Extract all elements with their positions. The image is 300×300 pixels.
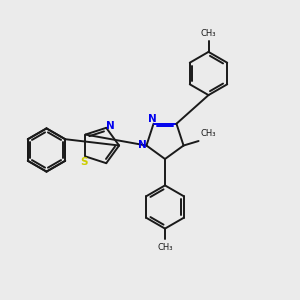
Text: CH₃: CH₃ <box>157 243 173 252</box>
Text: CH₃: CH₃ <box>200 129 215 138</box>
Text: N: N <box>138 140 147 150</box>
Text: N: N <box>148 114 156 124</box>
Text: N: N <box>106 121 115 131</box>
Text: CH₃: CH₃ <box>201 29 216 38</box>
Text: S: S <box>80 157 88 166</box>
